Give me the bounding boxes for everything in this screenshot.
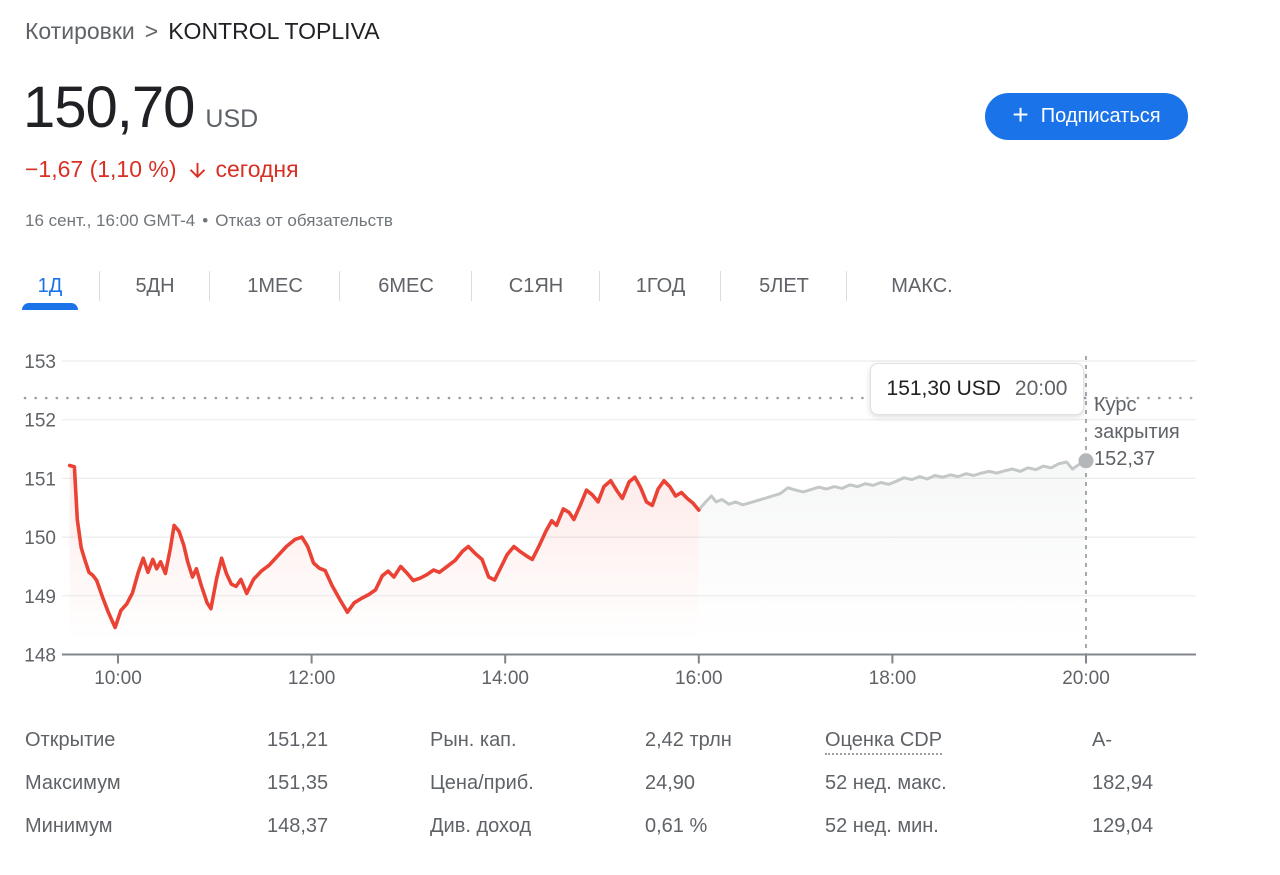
x-axis-label: 18:00 (869, 668, 917, 689)
tab-1ГОД[interactable]: 1ГОД (600, 262, 721, 310)
price-row: 150,70 USD (23, 75, 259, 140)
stat-value: 151,21 (267, 729, 329, 751)
tooltip-time: 20:00 (1014, 377, 1068, 400)
change-period-label: сегодня (215, 156, 299, 182)
stat-value: 0,61 % (645, 815, 708, 837)
x-axis-label: 14:00 (481, 668, 529, 689)
timestamp-text: 16 сент., 16:00 GMT-4 (25, 211, 196, 230)
currency-label: USD (205, 105, 259, 133)
previous-close-label: Курс закрытия 152,37 (1094, 394, 1180, 470)
tab-1МЕС[interactable]: 1МЕС (210, 262, 340, 310)
stat-label: Максимум (25, 772, 121, 794)
y-axis-label: 151 (24, 469, 56, 490)
stat-value: 148,37 (267, 815, 329, 837)
current-price: 150,70 (23, 75, 195, 140)
chart-tooltip: 151,30 USD 20:00 (870, 363, 1084, 415)
stat-label: Див. доход (430, 815, 532, 837)
x-axis-label: 10:00 (94, 668, 142, 689)
x-axis-label: 20:00 (1062, 668, 1110, 689)
tab-label: 1Д (37, 274, 63, 297)
tab-label: 1МЕС (247, 274, 303, 297)
tab-label: 6МЕС (378, 274, 434, 297)
price-change: −1,67 (1,10 %) сегодня (25, 156, 299, 183)
disclaimer-link[interactable]: Отказ от обязательств (215, 211, 393, 230)
stat-label[interactable]: Оценка CDP (825, 729, 943, 755)
stat-value: A- (1092, 729, 1112, 751)
arrow-down-icon (189, 162, 205, 179)
stat-label: Минимум (25, 815, 113, 837)
y-axis-label: 153 (24, 352, 56, 373)
tab-label: С1ЯН (508, 274, 564, 297)
y-axis-label: 152 (24, 411, 56, 432)
tab-МАКС.[interactable]: МАКС. (847, 262, 997, 310)
tab-С1ЯН[interactable]: С1ЯН (472, 262, 600, 310)
last-price-dot (1078, 453, 1094, 469)
y-axis-label: 150 (24, 528, 56, 549)
tab-label: 5ДН (135, 274, 175, 297)
stat-label: Рын. кап. (430, 729, 517, 751)
active-tab-indicator (22, 303, 78, 310)
stat-label: 52 нед. макс. (825, 772, 947, 794)
tab-1Д[interactable]: 1Д (0, 262, 100, 310)
quote-timestamp-row: 16 сент., 16:00 GMT-4 • Отказ от обязате… (25, 211, 393, 231)
tab-label: 1ГОД (635, 274, 686, 297)
stat-label: Цена/приб. (430, 772, 534, 794)
regular-session-fill (69, 465, 699, 655)
stat-label: Открытие (25, 729, 116, 751)
subscribe-button[interactable]: + Подписаться (985, 93, 1188, 140)
dot-separator: • (202, 211, 209, 230)
after-hours-line (697, 459, 1088, 512)
subscribe-label: Подписаться (1040, 105, 1161, 127)
breadcrumb-quotes-link[interactable]: Котировки (25, 18, 135, 44)
after-hours-fill (698, 460, 1086, 655)
y-axis-label: 148 (24, 646, 56, 667)
tab-5ДН[interactable]: 5ДН (100, 262, 210, 310)
tab-label: МАКС. (891, 274, 953, 297)
plus-icon: + (1012, 99, 1029, 130)
regular-session-line (67, 463, 701, 630)
stat-value: 24,90 (645, 772, 696, 794)
y-axis-label: 149 (24, 587, 56, 608)
x-axis-label: 16:00 (675, 668, 723, 689)
breadcrumb: Котировки > KONTROL TOPLIVA (25, 18, 380, 45)
x-axis-label: 12:00 (288, 668, 336, 689)
stat-value: 129,04 (1092, 815, 1154, 837)
breadcrumb-company: KONTROL TOPLIVA (168, 18, 380, 44)
stat-value: 182,94 (1092, 772, 1154, 794)
tab-5ЛЕТ[interactable]: 5ЛЕТ (721, 262, 847, 310)
tab-6МЕС[interactable]: 6МЕС (340, 262, 472, 310)
stat-label: 52 нед. мин. (825, 815, 939, 837)
change-value: −1,67 (1,10 %) (25, 156, 177, 182)
tooltip-price: 151,30 USD (886, 377, 1001, 400)
tab-label: 5ЛЕТ (759, 274, 809, 297)
breadcrumb-separator: > (144, 18, 159, 44)
range-tab-bar: 1Д 5ДН 1МЕС 6МЕС С1ЯН 1ГОД 5ЛЕТ МАКС. (0, 262, 997, 310)
stat-value: 151,35 (267, 772, 329, 794)
stat-value: 2,42 трлн (645, 729, 732, 751)
